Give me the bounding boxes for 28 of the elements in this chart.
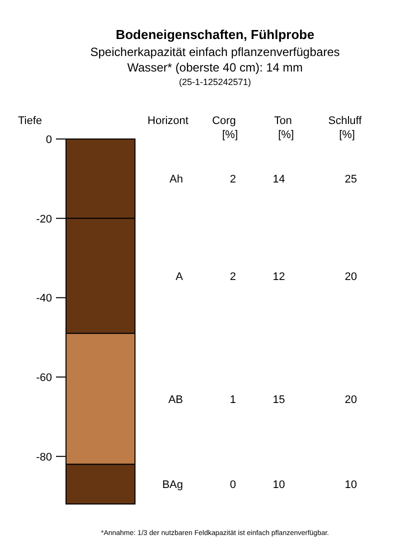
y-tick-label: -60 — [36, 372, 52, 384]
text: 12 — [272, 270, 285, 283]
text: 14 — [272, 174, 285, 186]
text: 10 — [272, 479, 285, 492]
text: 10 — [344, 479, 357, 492]
y-tick-label: 0 — [46, 134, 52, 146]
text: Bodeneigenschaften, Fühlprobe — [116, 27, 314, 42]
text: BAg — [162, 479, 183, 492]
text: Schluff [%] — [328, 115, 363, 141]
text: Corg [%] — [212, 115, 238, 141]
text: 20 — [344, 270, 357, 283]
text: Ton [%] — [274, 115, 294, 141]
text: A — [176, 270, 184, 283]
text: 20 — [344, 394, 357, 406]
y-tick-label: -40 — [36, 292, 52, 305]
text: AB — [168, 394, 183, 406]
y-tick-label: -20 — [36, 213, 52, 226]
text: Speicherkapazität einfach pflanzenverfügbares Wasser* (oberste 40 cm): 14 mm (25-1-125242571) — [90, 45, 340, 87]
text: 0 — [230, 479, 236, 492]
text: 2 — [230, 174, 236, 186]
y-tick-label: -80 — [36, 451, 52, 464]
text: 2 — [230, 270, 236, 283]
text: Ah — [170, 174, 183, 186]
y-axis-title: Tiefe — [18, 115, 42, 127]
text: 15 — [272, 394, 285, 406]
text: Horizont — [148, 115, 188, 127]
text: 25 — [344, 174, 357, 186]
text: 1 — [230, 394, 236, 406]
